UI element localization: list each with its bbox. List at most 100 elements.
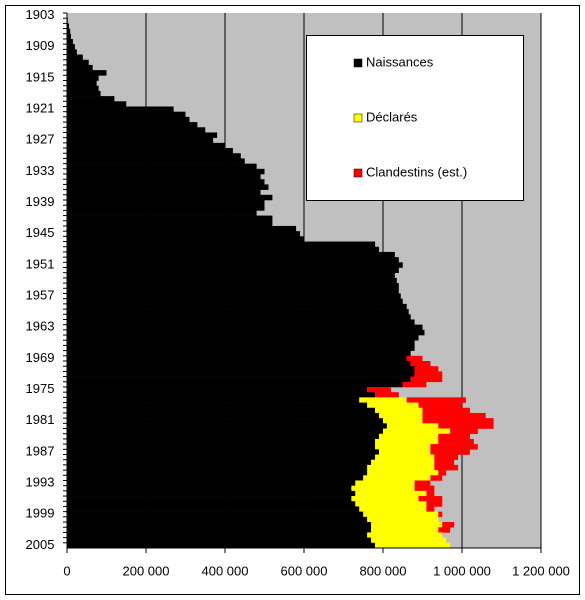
bar-segment	[67, 199, 265, 206]
bar-segment	[67, 272, 395, 279]
bar-segment	[430, 444, 478, 450]
bar-segment	[67, 428, 383, 435]
y-tick-label: 1903	[26, 7, 55, 22]
bar-segment	[67, 303, 407, 310]
bar-segment	[67, 194, 273, 201]
bar-segment	[426, 501, 443, 507]
x-tick-label: 600 000	[281, 563, 328, 578]
bar-segment	[351, 485, 415, 492]
bar-segment	[67, 215, 273, 222]
x-tick-label: 800 000	[360, 563, 407, 578]
bar-segment	[67, 38, 73, 45]
bar-segment	[414, 480, 431, 486]
legend-swatch	[353, 168, 363, 178]
bar-segment	[67, 402, 368, 409]
bar-segment	[379, 449, 431, 455]
bar-segment	[67, 490, 356, 497]
bars	[67, 18, 494, 549]
bar-segment	[375, 438, 439, 445]
bar-segment	[67, 85, 99, 92]
y-tick-label: 1945	[26, 225, 55, 240]
bar-segment	[67, 340, 415, 346]
bar-segment	[67, 148, 233, 154]
bar-segment	[67, 329, 425, 336]
bar-segment	[67, 44, 75, 50]
bar-segment	[67, 262, 403, 268]
bar-segment	[67, 137, 214, 144]
bar-segment	[67, 127, 206, 133]
bar-segment	[375, 542, 451, 549]
y-tick-label: 1963	[26, 319, 55, 334]
bar-segment	[67, 168, 265, 175]
bar-segment	[67, 267, 399, 274]
x-tick-label: 0	[63, 563, 70, 578]
legend-label: Déclarés	[366, 109, 418, 124]
bar-segment	[355, 490, 427, 497]
bar-segment	[442, 522, 455, 528]
bar-segment	[67, 236, 304, 242]
bar-segment	[67, 90, 101, 97]
y-tick-label: 1957	[26, 288, 55, 303]
bar-segment	[67, 480, 356, 486]
y-tick-label: 1969	[26, 350, 55, 365]
bar-segment	[67, 485, 352, 492]
bar-segment	[67, 75, 99, 81]
legend-label: Naissances	[366, 54, 434, 69]
bar-segment	[430, 449, 470, 455]
bar-segment	[67, 324, 423, 331]
bar-segment	[434, 459, 455, 466]
axes: 0 200 000 400 000 600 000 800 000 1 000 000 1 …	[26, 7, 570, 578]
bar-segment	[363, 475, 431, 481]
bar-segment	[430, 475, 443, 481]
bar-segment	[67, 54, 83, 61]
bar-segment	[67, 257, 399, 263]
y-tick-label: 1939	[26, 194, 55, 209]
y-tick-label: 1927	[26, 132, 55, 147]
bar-segment	[67, 392, 376, 398]
bar-segment	[67, 179, 265, 185]
bar-segment	[67, 309, 409, 315]
bar-segment	[67, 246, 380, 253]
bar-segment	[375, 407, 423, 414]
bar-segment	[67, 527, 372, 533]
legend: Naissances Déclarés Clandestins (est.)	[306, 35, 524, 201]
bar-segment	[379, 412, 423, 419]
bar-segment	[67, 64, 93, 71]
bar-segment	[67, 345, 415, 351]
y-tick-label: 1921	[26, 101, 55, 116]
y-tick-label: 2005	[26, 537, 55, 552]
bar-segment	[67, 350, 411, 357]
bar-segment	[450, 428, 478, 435]
bar-segment	[379, 433, 439, 440]
bar-segment	[67, 174, 261, 180]
bar-segment	[67, 506, 360, 512]
bar-segment	[383, 418, 423, 424]
bar-segment	[434, 464, 459, 471]
bar-segment	[375, 444, 431, 450]
bar-segment	[367, 470, 439, 476]
y-tick-label: 1915	[26, 69, 55, 84]
bar-segment	[67, 288, 399, 294]
bar-segment	[67, 496, 352, 502]
bar-segment	[67, 251, 395, 258]
bar-segment	[67, 314, 411, 320]
bar-segment	[406, 397, 466, 403]
bar-segment	[367, 464, 435, 471]
bar-segment	[418, 496, 443, 502]
bar-segment	[67, 516, 368, 523]
bar-segment	[406, 355, 423, 362]
bar-segment	[355, 480, 415, 486]
bar-segment	[67, 283, 399, 289]
bar-segment	[375, 392, 399, 398]
bar-segment	[351, 496, 419, 502]
bar-segment	[67, 277, 397, 284]
bar-segment	[422, 412, 486, 419]
bar-segment	[67, 163, 257, 170]
bar-segment	[67, 459, 372, 466]
bar-segment	[67, 454, 376, 460]
bar-segment	[438, 470, 447, 476]
bar-segment	[371, 537, 447, 544]
bar-segment	[371, 459, 435, 466]
y-tick-label: 1999	[26, 506, 55, 521]
